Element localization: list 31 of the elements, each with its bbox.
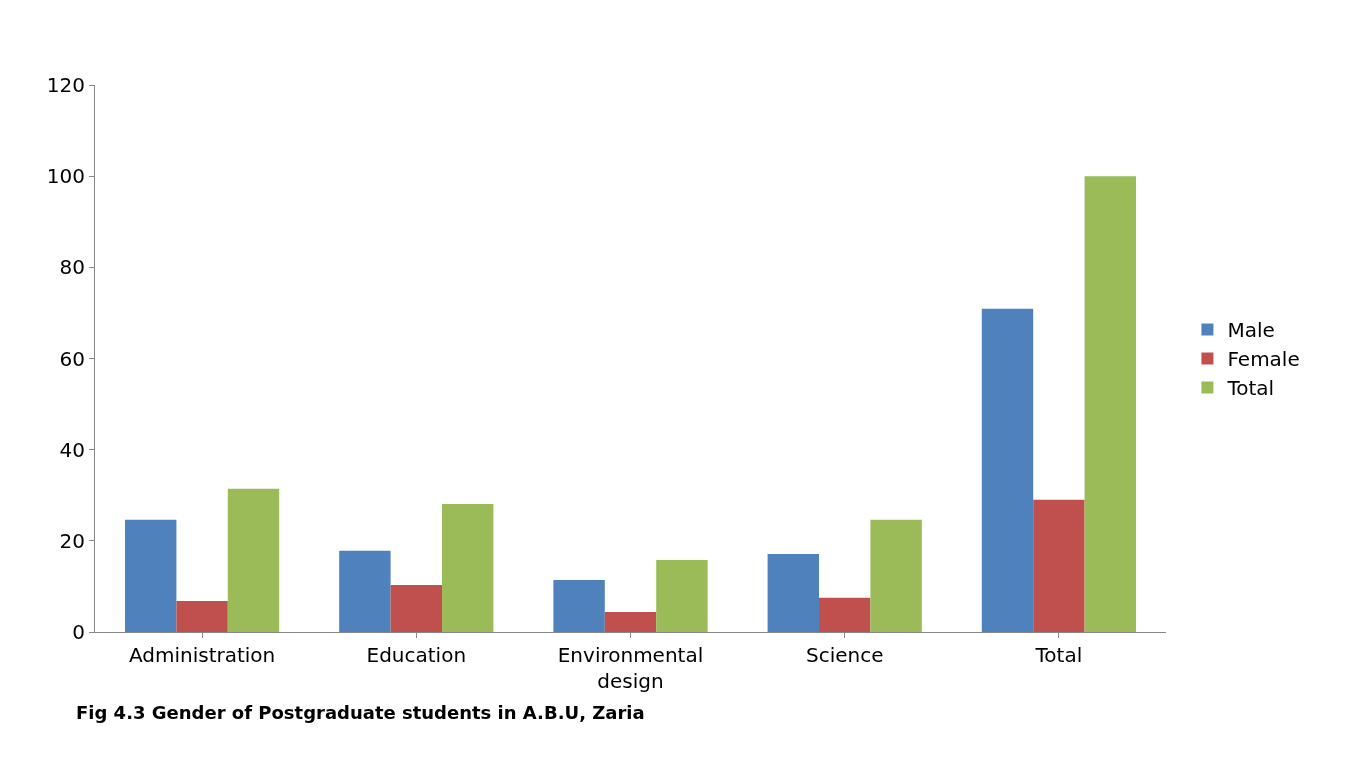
legend-label: Male <box>1227 318 1275 343</box>
bar <box>176 601 228 632</box>
x-tick-label: Environmental design <box>557 643 704 693</box>
caption: Fig 4.3 Gender of Postgraduate students in A.B.U, Zaria <box>76 702 645 723</box>
x-tick-label: Science <box>805 643 884 667</box>
bar <box>227 488 280 632</box>
bar <box>442 503 494 632</box>
bar <box>819 597 871 632</box>
y-tick-label: 100 <box>46 164 85 189</box>
bar <box>124 519 177 632</box>
bar <box>870 519 922 632</box>
y-tick-label: 0 <box>72 620 85 644</box>
bar <box>656 559 708 632</box>
bar <box>553 580 605 632</box>
x-tick-label: Education <box>366 643 467 667</box>
bar <box>339 550 391 632</box>
y-tick-label: 60 <box>59 346 85 371</box>
x-tick-label: Administration <box>128 643 276 667</box>
bar <box>981 308 1034 632</box>
bar <box>1033 499 1085 632</box>
legend-label: Female <box>1227 347 1300 372</box>
y-tick-label: 20 <box>59 528 85 553</box>
bar <box>390 585 442 632</box>
x-tick-label: Total <box>1034 643 1083 667</box>
y-tick-label: 40 <box>59 437 85 462</box>
legend-label: Total <box>1226 376 1275 401</box>
y-tick-label: 120 <box>46 73 85 97</box>
bar <box>1084 176 1137 632</box>
bar <box>604 611 657 632</box>
y-tick-label: 80 <box>59 255 85 280</box>
bar <box>767 554 819 632</box>
